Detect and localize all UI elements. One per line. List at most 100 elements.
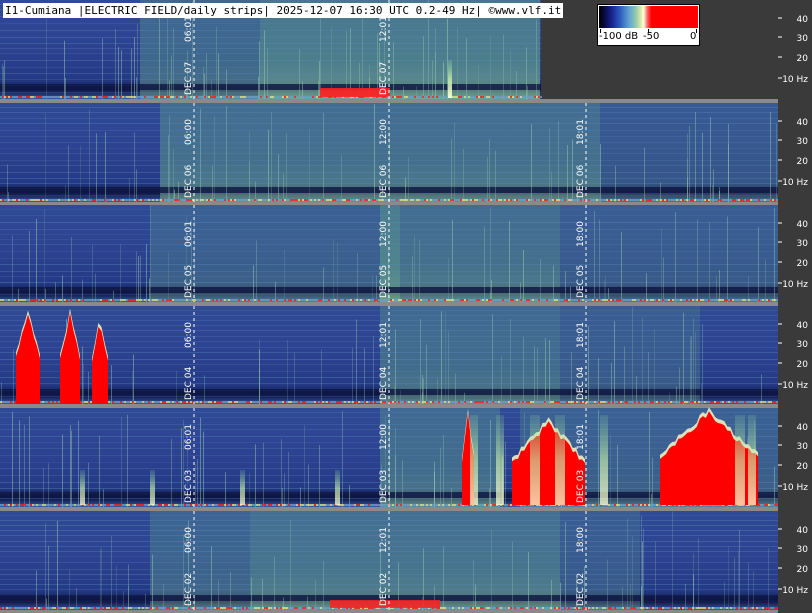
freq-band-line xyxy=(0,424,778,425)
speckle xyxy=(98,96,100,98)
speckle xyxy=(642,401,644,403)
speckle xyxy=(320,299,322,301)
speckle xyxy=(444,199,446,201)
speckle xyxy=(642,299,644,301)
speckle xyxy=(208,299,210,301)
speckle xyxy=(148,607,150,609)
speckle xyxy=(508,299,510,301)
speckle xyxy=(286,299,288,301)
speckle xyxy=(390,504,392,506)
speckle xyxy=(636,504,638,506)
speckle xyxy=(288,504,290,506)
speckle xyxy=(102,504,104,506)
sferic-streak xyxy=(304,425,305,507)
speckle xyxy=(0,199,2,201)
sferic-streak xyxy=(588,326,589,404)
speckle xyxy=(154,199,156,201)
speckle xyxy=(620,199,622,201)
speckle xyxy=(648,607,650,609)
speckle xyxy=(426,504,428,506)
freq-band-line xyxy=(0,520,778,521)
speckle xyxy=(176,96,178,98)
sferic-streak xyxy=(352,347,353,404)
speckle xyxy=(292,199,294,201)
speckle xyxy=(302,299,304,301)
speckle xyxy=(108,504,110,506)
speckle xyxy=(520,96,522,98)
speckle xyxy=(294,299,296,301)
speckle xyxy=(462,199,464,201)
speckle xyxy=(526,607,528,609)
speckle xyxy=(304,299,306,301)
speckle xyxy=(154,607,156,609)
speckle xyxy=(146,504,148,506)
speckle xyxy=(320,504,322,506)
speckle xyxy=(548,607,550,609)
speckle xyxy=(408,299,410,301)
speckle xyxy=(578,401,580,403)
speckle xyxy=(440,504,442,506)
speckle xyxy=(118,299,120,301)
speckle xyxy=(18,96,20,98)
sferic-streak xyxy=(374,103,375,202)
speckle xyxy=(120,607,122,609)
speckle xyxy=(22,504,24,506)
speckle xyxy=(384,199,386,201)
speckle xyxy=(92,504,94,506)
sferic-streak xyxy=(408,157,409,202)
speckle xyxy=(474,401,476,403)
speckle xyxy=(18,607,20,609)
speckle xyxy=(240,299,242,301)
speckle xyxy=(330,504,332,506)
speckle xyxy=(244,299,246,301)
speckle xyxy=(250,199,252,201)
speckle xyxy=(78,96,80,98)
speckle xyxy=(296,299,298,301)
speckle xyxy=(652,299,654,301)
speckle xyxy=(654,299,656,301)
speckle xyxy=(72,199,74,201)
speckle xyxy=(96,96,98,98)
speckle xyxy=(256,504,258,506)
speckle xyxy=(304,504,306,506)
speckle xyxy=(610,401,612,403)
marker-time-label: 06:01 xyxy=(184,221,194,247)
speckle xyxy=(320,401,322,403)
speckle xyxy=(504,607,506,609)
speckle xyxy=(362,199,364,201)
sferic-streak xyxy=(422,392,423,404)
speckle xyxy=(26,299,28,301)
speckle xyxy=(756,607,758,609)
speckle xyxy=(700,607,702,609)
speckle xyxy=(492,199,494,201)
speckle xyxy=(116,504,118,506)
speckle xyxy=(206,401,208,403)
speckle xyxy=(382,199,384,201)
speckle xyxy=(180,96,182,98)
speckle xyxy=(140,607,142,609)
speckle xyxy=(714,401,716,403)
speckle xyxy=(86,504,88,506)
freq-band-line xyxy=(0,377,778,378)
sferic-streak xyxy=(137,23,138,100)
speckle xyxy=(244,96,246,98)
speckle xyxy=(108,199,110,201)
marker-time-label: 12:00 xyxy=(379,221,389,247)
sferic-streak xyxy=(372,275,373,302)
speckle xyxy=(400,199,402,201)
speckle xyxy=(394,401,396,403)
sferic-streak xyxy=(398,562,399,610)
speckle xyxy=(572,401,574,403)
speckle xyxy=(722,401,724,403)
speckle xyxy=(342,401,344,403)
speckle xyxy=(264,607,266,609)
speckle xyxy=(434,299,436,301)
speckle xyxy=(196,401,198,403)
speckle xyxy=(44,199,46,201)
speckle xyxy=(286,504,288,506)
sferic-streak xyxy=(719,187,720,202)
speckle xyxy=(718,401,720,403)
speckle xyxy=(564,199,566,201)
marker-time-label: 18:00 xyxy=(576,527,586,553)
speckle xyxy=(744,299,746,301)
